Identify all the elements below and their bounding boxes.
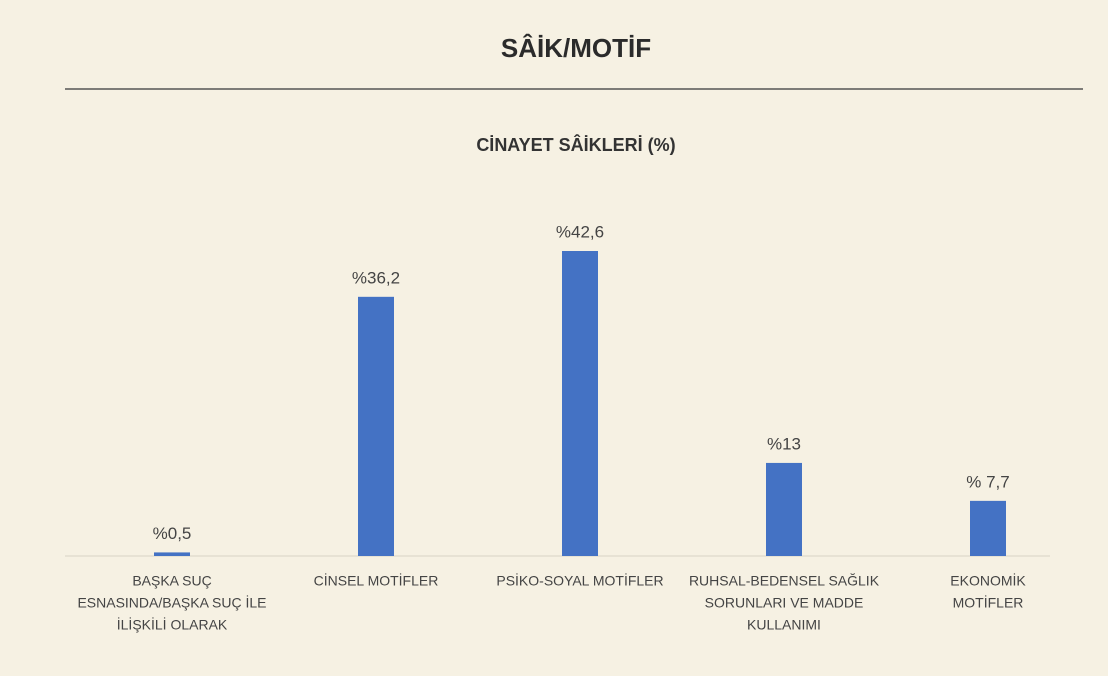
bar <box>358 296 394 556</box>
x-tick-label: BAŞKA SUÇ <box>132 573 211 589</box>
bar <box>154 552 190 556</box>
bar <box>766 462 802 556</box>
bar <box>562 251 598 556</box>
page-title: SÂİK/MOTİF <box>501 33 651 63</box>
x-tick-label: PSİKO-SOYAL MOTİFLER <box>496 572 663 589</box>
value-label: %36,2 <box>352 268 400 287</box>
x-tick-label: RUHSAL-BEDENSEL SAĞLIK <box>689 573 880 589</box>
value-label: %0,5 <box>153 524 192 543</box>
x-tick-label: İLİŞKİLİ OLARAK <box>117 616 228 633</box>
x-tick-label: MOTİFLER <box>953 594 1024 611</box>
x-tick-label: ESNASINDA/BAŞKA SUÇ İLE <box>77 594 266 611</box>
x-tick-label: KULLANIMI <box>747 617 821 633</box>
bar <box>970 500 1006 556</box>
chart-title: CİNAYET SÂİKLERİ (%) <box>476 134 675 155</box>
value-label: %42,6 <box>556 222 604 241</box>
x-tick-label: SORUNLARI VE MADDE <box>705 595 864 611</box>
value-label: % 7,7 <box>966 472 1009 491</box>
x-tick-label: EKONOMİK <box>950 572 1026 589</box>
value-label: %13 <box>767 434 801 453</box>
x-tick-label: CİNSEL MOTİFLER <box>314 572 439 589</box>
